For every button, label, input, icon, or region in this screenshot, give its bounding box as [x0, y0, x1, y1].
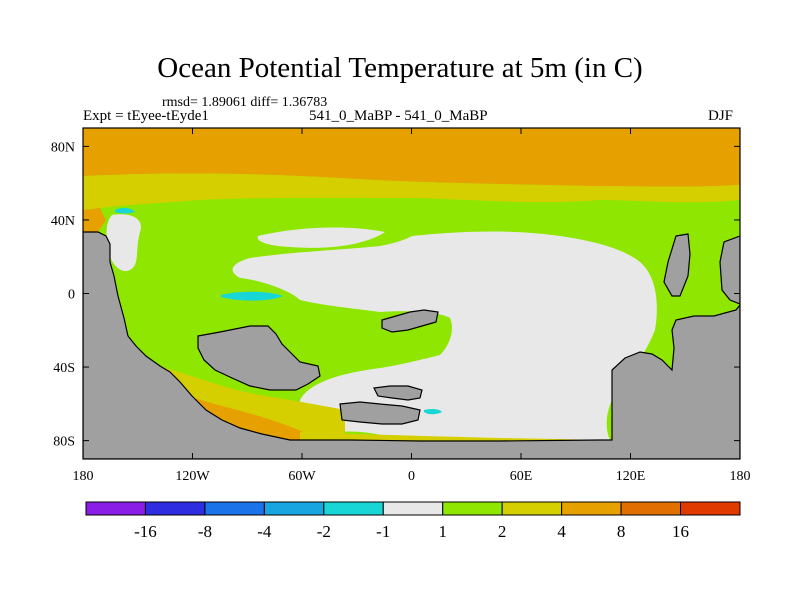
lon-tick-label: 120E — [616, 469, 646, 484]
colorbar-swatch — [323, 501, 384, 516]
colorbar-label: 16 — [672, 522, 689, 541]
land-masks — [83, 231, 740, 459]
rmsd-diff-stats: rmsd= 1.89061 diff= 1.36783 — [162, 95, 328, 110]
colorbar-label: 1 — [438, 522, 447, 541]
colorbar-label: -4 — [257, 522, 272, 541]
colorbar-label: 2 — [498, 522, 507, 541]
experiment-label: Expt = tEyee-tEyde1 — [83, 108, 209, 124]
colorbar-swatch — [204, 501, 265, 516]
lat-tick-label: 40N — [51, 214, 75, 229]
field-cold-patch-1 — [221, 291, 283, 301]
field-neutral-north — [257, 227, 385, 248]
longitude-ticks: 180 120W 60W 0 60E 120E 180 — [73, 128, 751, 484]
land-island-south-1 — [373, 385, 423, 401]
colorbar-label: 4 — [557, 522, 566, 541]
colorbar-swatch — [85, 501, 146, 516]
colorbar-swatch — [382, 501, 444, 516]
colorbar-label: -16 — [134, 522, 157, 541]
field-2-4-north — [83, 173, 740, 210]
colorbar-swatch — [680, 501, 741, 516]
field-4-8-south — [185, 395, 320, 440]
land-island-south-2 — [339, 401, 421, 425]
colorbar-swatch — [501, 501, 563, 516]
field-cold-patch-2 — [115, 207, 135, 214]
land-island-equator — [381, 309, 439, 333]
colorbar-swatch — [561, 501, 622, 516]
lon-tick-label: 180 — [73, 469, 94, 484]
colorbar-label: -8 — [198, 522, 212, 541]
land-continent-west — [197, 325, 321, 391]
latitude-ticks: 80N 40N 0 40S 80S — [51, 140, 740, 450]
season-label: DJF — [708, 108, 734, 124]
lat-tick-label: 40S — [53, 361, 75, 376]
land-east-edge — [719, 235, 740, 305]
colorbar-swatch — [263, 501, 325, 516]
land-south-polar — [83, 231, 740, 459]
field-neutral-west — [106, 214, 141, 272]
field-4-8-north — [83, 128, 740, 187]
field-cold-patch-3 — [424, 408, 442, 415]
colorbar-label: -1 — [376, 522, 390, 541]
lon-tick-label: 120W — [175, 469, 210, 484]
colorbar-swatch — [442, 501, 503, 516]
colorbar-label: -2 — [317, 522, 331, 541]
map-plot-area — [83, 128, 740, 459]
field-4-8-patch — [83, 208, 106, 232]
colorbar-swatch — [144, 501, 206, 516]
lat-tick-label: 0 — [68, 288, 75, 303]
lat-tick-label: 80S — [53, 435, 75, 450]
land-island-east — [663, 233, 691, 297]
field-neutral-main — [232, 231, 657, 440]
colorbar: -16 -8 -4 -2 -1 1 2 4 8 16 — [85, 501, 741, 541]
colorbar-label: 8 — [617, 522, 626, 541]
lon-tick-label: 0 — [408, 469, 415, 484]
colorbar-swatch — [620, 501, 682, 516]
lon-tick-label: 60E — [510, 469, 533, 484]
chart-title: Ocean Potential Temperature at 5m (in C) — [157, 52, 643, 84]
lon-tick-label: 60W — [288, 469, 316, 484]
lon-tick-label: 180 — [730, 469, 751, 484]
field-neutral-east — [555, 278, 612, 300]
run-label: 541_0_MaBP - 541_0_MaBP — [309, 108, 488, 124]
lat-tick-label: 80N — [51, 140, 75, 155]
